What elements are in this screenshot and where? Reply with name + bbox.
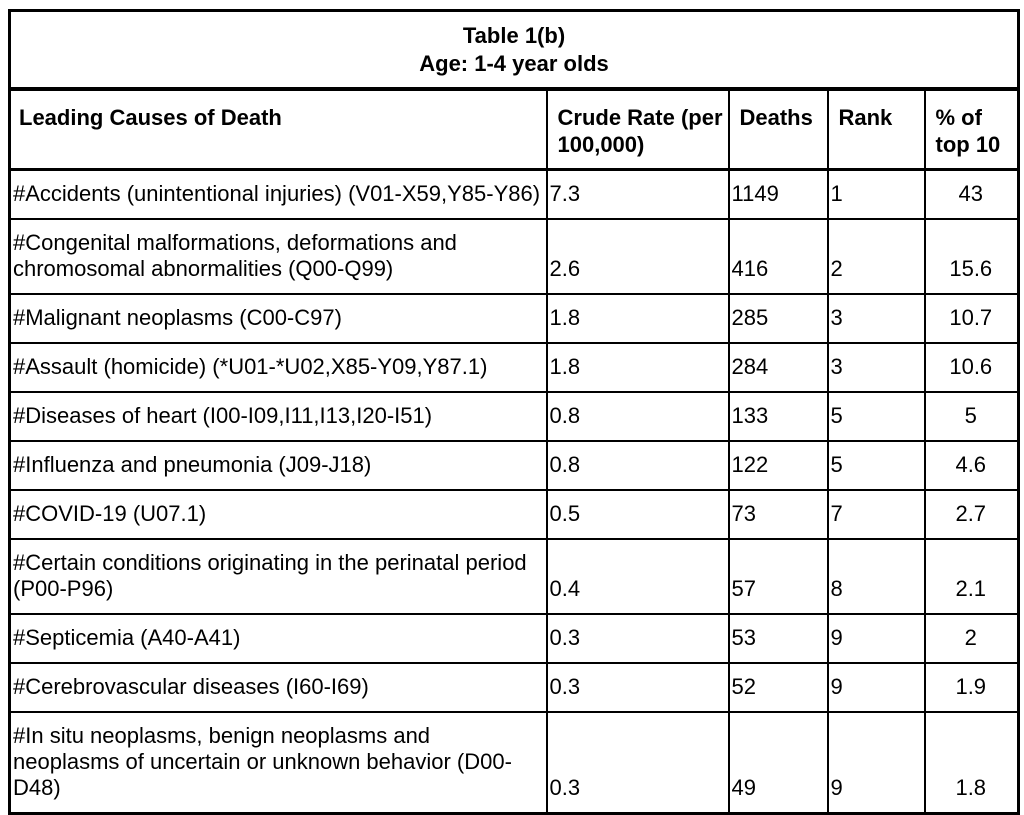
- table-row: #Cerebrovascular diseases (I60-I69) 0.3 …: [8, 662, 1020, 713]
- table-row: #Septicemia (A40-A41) 0.3 53 9 2: [8, 613, 1020, 664]
- rank-cell: 8: [826, 538, 926, 615]
- pct-top10-cell: 10.6: [923, 342, 1020, 393]
- deaths-cell: 57: [727, 538, 829, 615]
- rank-cell: 3: [826, 293, 926, 344]
- column-header-pct-top10: % of top 10: [923, 88, 1020, 171]
- pct-top10-cell: 2.1: [923, 538, 1020, 615]
- cause-cell: #In situ neoplasms, benign neoplasms and…: [8, 711, 548, 815]
- pct-top10-cell: 2.7: [923, 489, 1020, 540]
- crude-rate-cell: 1.8: [545, 342, 730, 393]
- column-header-crude-rate: Crude Rate (per 100,000): [545, 88, 730, 171]
- deaths-cell: 284: [727, 342, 829, 393]
- table-row: #Congenital malformations, deformations …: [8, 218, 1020, 295]
- cause-cell: #COVID-19 (U07.1): [8, 489, 548, 540]
- crude-rate-cell: 0.5: [545, 489, 730, 540]
- pct-top10-cell: 1.8: [923, 711, 1020, 815]
- crude-rate-cell: 0.3: [545, 662, 730, 713]
- column-header-row: Leading Causes of Death Crude Rate (per …: [8, 88, 1020, 171]
- column-header-deaths: Deaths: [727, 88, 829, 171]
- crude-rate-cell: 0.3: [545, 613, 730, 664]
- table-title-line1: Table 1(b): [462, 23, 566, 48]
- rank-cell: 1: [826, 168, 926, 220]
- rank-cell: 2: [826, 218, 926, 295]
- deaths-cell: 285: [727, 293, 829, 344]
- cause-cell: #Accidents (unintentional injuries) (V01…: [8, 168, 548, 220]
- table-title-line2: Age: 1-4 year olds: [419, 51, 609, 76]
- rank-cell: 5: [826, 391, 926, 442]
- cause-cell: #Septicemia (A40-A41): [8, 613, 548, 664]
- column-header-rank: Rank: [826, 88, 926, 171]
- cause-cell: #Cerebrovascular diseases (I60-I69): [8, 662, 548, 713]
- table-title: Table 1(b) Age: 1-4 year olds: [9, 10, 1019, 91]
- deaths-cell: 53: [727, 613, 829, 664]
- table-row: #COVID-19 (U07.1) 0.5 73 7 2.7: [8, 489, 1020, 540]
- table-row: #Malignant neoplasms (C00-C97) 1.8 285 3…: [8, 293, 1020, 344]
- cause-cell: #Malignant neoplasms (C00-C97): [8, 293, 548, 344]
- deaths-cell: 52: [727, 662, 829, 713]
- pct-top10-cell: 4.6: [923, 440, 1020, 491]
- table-row: #Certain conditions originating in the p…: [8, 538, 1020, 615]
- rank-cell: 7: [826, 489, 926, 540]
- deaths-cell: 1149: [727, 168, 829, 220]
- pct-top10-cell: 15.6: [923, 218, 1020, 295]
- crude-rate-cell: 2.6: [545, 218, 730, 295]
- leading-causes-table: Table 1(b) Age: 1-4 year olds Leading Ca…: [8, 9, 1021, 815]
- deaths-cell: 416: [727, 218, 829, 295]
- cause-cell: #Congenital malformations, deformations …: [8, 218, 548, 295]
- crude-rate-cell: 7.3: [545, 168, 730, 220]
- pct-top10-cell: 43: [923, 168, 1020, 220]
- table-row: #Diseases of heart (I00-I09,I11,I13,I20-…: [8, 391, 1020, 442]
- crude-rate-cell: 1.8: [545, 293, 730, 344]
- pct-top10-cell: 10.7: [923, 293, 1020, 344]
- cause-cell: #Influenza and pneumonia (J09-J18): [8, 440, 548, 491]
- cause-cell: #Certain conditions originating in the p…: [8, 538, 548, 615]
- rank-cell: 5: [826, 440, 926, 491]
- crude-rate-cell: 0.4: [545, 538, 730, 615]
- rank-cell: 9: [826, 662, 926, 713]
- rank-cell: 9: [826, 613, 926, 664]
- crude-rate-cell: 0.8: [545, 440, 730, 491]
- column-header-cause: Leading Causes of Death: [8, 88, 548, 171]
- crude-rate-cell: 0.8: [545, 391, 730, 442]
- crude-rate-cell: 0.3: [545, 711, 730, 815]
- table-row: #In situ neoplasms, benign neoplasms and…: [8, 711, 1020, 815]
- cause-cell: #Assault (homicide) (*U01-*U02,X85-Y09,Y…: [8, 342, 548, 393]
- cause-cell: #Diseases of heart (I00-I09,I11,I13,I20-…: [8, 391, 548, 442]
- table-row: #Influenza and pneumonia (J09-J18) 0.8 1…: [8, 440, 1020, 491]
- rank-cell: 3: [826, 342, 926, 393]
- deaths-cell: 122: [727, 440, 829, 491]
- document-page: Table 1(b) Age: 1-4 year olds Leading Ca…: [8, 9, 1021, 815]
- rank-cell: 9: [826, 711, 926, 815]
- pct-top10-cell: 2: [923, 613, 1020, 664]
- table-row: #Accidents (unintentional injuries) (V01…: [8, 168, 1020, 220]
- pct-top10-cell: 5: [923, 391, 1020, 442]
- deaths-cell: 49: [727, 711, 829, 815]
- table-title-row: Table 1(b) Age: 1-4 year olds: [9, 10, 1019, 91]
- deaths-cell: 133: [727, 391, 829, 442]
- pct-top10-cell: 1.9: [923, 662, 1020, 713]
- deaths-cell: 73: [727, 489, 829, 540]
- table-row: #Assault (homicide) (*U01-*U02,X85-Y09,Y…: [8, 342, 1020, 393]
